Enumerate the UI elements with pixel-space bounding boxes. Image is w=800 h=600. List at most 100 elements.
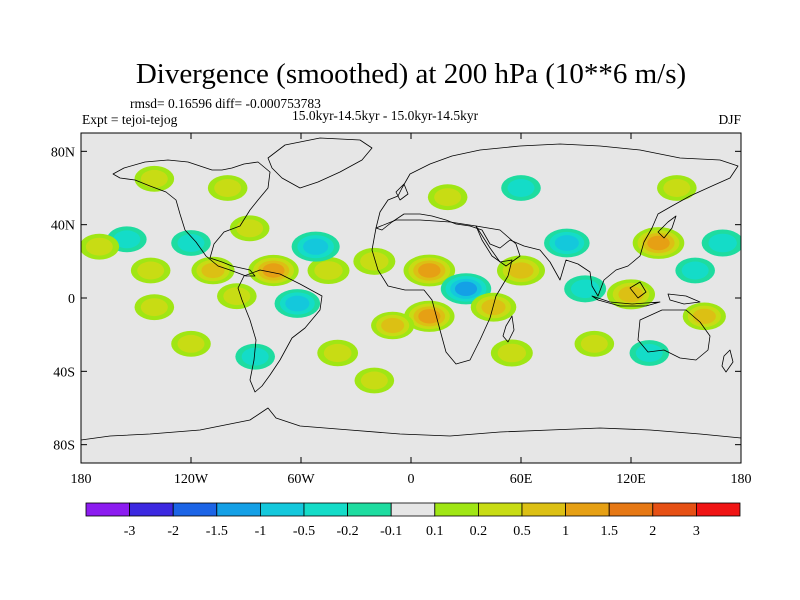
coast-north-america — [112, 159, 271, 277]
period-line: 15.0kyr-14.5kyr - 15.0kyr-14.5kyr — [292, 108, 479, 123]
x-tick-label: 180 — [71, 472, 92, 487]
x-tick-label: 0 — [408, 472, 415, 487]
anomaly-level — [323, 343, 352, 363]
colorbar-swatch — [259, 502, 305, 517]
anomaly-26 — [317, 339, 359, 367]
anomaly-35 — [501, 175, 541, 201]
stats-line: rmsd= 0.16596 diff= -0.000753783 — [130, 96, 321, 111]
season-label: DJF — [718, 112, 741, 127]
colorbar-swatch — [216, 502, 261, 517]
x-tick-label: 60E — [510, 472, 533, 487]
coast-africa — [371, 219, 513, 365]
anomaly-level — [140, 169, 168, 188]
anomaly-level — [303, 238, 329, 255]
divergence-field — [81, 165, 741, 394]
anomaly-level — [360, 371, 388, 390]
coast-madagascar — [502, 315, 515, 343]
coast-australia — [637, 309, 711, 361]
colorbar-swatch — [129, 502, 174, 517]
anomaly-33 — [427, 184, 468, 211]
anomaly-25 — [682, 302, 726, 331]
anomaly-level — [201, 262, 225, 279]
anomaly-level — [113, 230, 141, 249]
colorbar-label: -3 — [124, 524, 136, 539]
anomaly-31 — [629, 340, 670, 366]
colorbar-swatch — [696, 502, 741, 517]
y-axis: 80N 40N 0 40S 80S — [51, 145, 741, 454]
coast-greenland — [267, 137, 373, 189]
coast-uk — [395, 183, 409, 201]
colorbar-label: 0.2 — [470, 524, 488, 539]
anomaly-level — [497, 343, 527, 363]
colorbar-label: 1 — [562, 524, 569, 539]
colorbar-label: -0.1 — [380, 524, 402, 539]
coast-borneo — [629, 281, 647, 299]
anomaly-17 — [470, 292, 517, 322]
anomaly-10 — [217, 283, 257, 310]
anomaly-level — [223, 287, 251, 306]
anomaly-level — [418, 263, 441, 278]
colorbar-label: 3 — [693, 524, 700, 539]
anomaly-9 — [274, 289, 321, 318]
anomaly-level — [85, 237, 113, 256]
anomaly-11 — [134, 294, 175, 321]
anomaly-level — [314, 261, 343, 280]
coast-new-zealand — [721, 349, 734, 373]
colorbar-label: 0.5 — [513, 524, 531, 539]
anomaly-36 — [134, 165, 175, 192]
anomaly-level — [481, 299, 506, 316]
x-tick-label: 120W — [174, 472, 209, 487]
anomaly-level — [454, 281, 478, 297]
colorbar-swatch — [172, 502, 218, 517]
x-tick-label: 180 — [731, 472, 752, 487]
anomaly-8 — [81, 233, 120, 260]
colorbar-swatch — [303, 502, 348, 517]
colorbar-swatch — [477, 502, 523, 517]
coast-indonesia — [591, 295, 661, 307]
experiment-label: Expt = tejoi-tejog — [82, 112, 178, 127]
colorbar-swatch — [652, 502, 697, 517]
x-tick-label: 120E — [616, 472, 646, 487]
colorbar: -3 -2 -1.5 -1 -0.5 -0.2 -0.1 0.1 0.2 0.5 1 1.5 2 3 — [85, 502, 741, 539]
anomaly-0 — [130, 257, 171, 284]
anomaly-level — [692, 308, 716, 324]
coast-eurasia — [375, 143, 739, 297]
anomaly-level — [663, 179, 691, 197]
colorbar-label: -1 — [255, 524, 267, 539]
anomaly-23 — [675, 257, 715, 284]
colorbar-swatch — [347, 502, 392, 517]
x-tick-label: 60W — [287, 472, 315, 487]
coast-south-america — [237, 269, 323, 393]
anomaly-37 — [657, 175, 697, 201]
anomaly-level — [177, 234, 205, 252]
anomaly-15 — [404, 300, 455, 332]
anomaly-level — [214, 179, 242, 197]
anomaly-level — [554, 235, 579, 251]
anomaly-level — [647, 235, 670, 251]
coastlines — [81, 137, 741, 441]
y-tick-label: 40N — [51, 219, 75, 234]
anomaly-7 — [291, 231, 340, 262]
anomaly-27 — [171, 330, 211, 357]
coast-antarctica — [81, 407, 741, 441]
anomaly-3 — [307, 257, 350, 284]
anomaly-level — [708, 233, 737, 253]
anomaly-level — [262, 263, 285, 278]
colorbar-label: -1.5 — [206, 524, 228, 539]
y-tick-label: 0 — [68, 292, 75, 307]
anomaly-6 — [229, 215, 270, 242]
anomaly-22 — [632, 227, 685, 259]
colorbar-label: -2 — [167, 524, 179, 539]
anomaly-level — [418, 309, 441, 324]
anomaly-level — [137, 261, 165, 280]
anomaly-level — [635, 344, 663, 362]
anomaly-12 — [353, 247, 396, 275]
anomaly-5 — [171, 230, 211, 256]
anomaly-level — [177, 334, 205, 353]
anomaly-16 — [371, 311, 415, 340]
colorbar-swatch — [390, 502, 436, 517]
colorbar-label: -0.5 — [293, 524, 315, 539]
anomaly-level — [241, 347, 269, 366]
anomaly-29 — [490, 339, 533, 367]
